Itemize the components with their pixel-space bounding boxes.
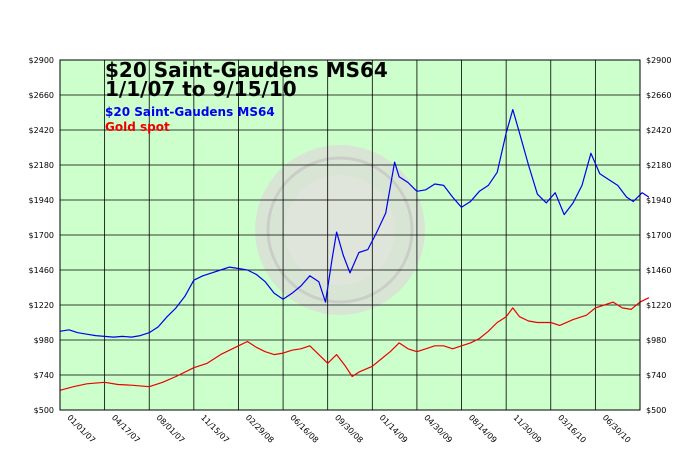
x-tick-label: 03/16/10 — [556, 413, 588, 445]
y-tick-label-right: $1460 — [646, 266, 671, 275]
y-tick-label-right: $500 — [646, 406, 666, 415]
chart-title: $20 Saint-Gaudens MS64 — [105, 58, 388, 82]
x-tick-label: 04/17/07 — [110, 413, 142, 445]
y-tick-label: $2420 — [29, 126, 54, 135]
y-tick-label: $500 — [34, 406, 54, 415]
y-tick-label: $980 — [34, 336, 54, 345]
y-tick-label-right: $980 — [646, 336, 666, 345]
x-tick-label: 01/14/09 — [378, 413, 410, 445]
y-tick-label: $1220 — [29, 301, 54, 310]
x-tick-label: 11/15/07 — [199, 413, 231, 445]
y-tick-label-right: $1220 — [646, 301, 671, 310]
y-tick-label-right: $2660 — [646, 91, 671, 100]
y-tick-label-right: $1700 — [646, 231, 671, 240]
legend-entry-gold-spot: Gold spot — [105, 120, 170, 134]
series-line-saint-gaudens — [59, 109, 650, 338]
x-tick-label: 04/30/09 — [422, 413, 454, 445]
y-tick-label-right: $740 — [646, 371, 666, 380]
y-tick-label: $2660 — [29, 91, 54, 100]
y-tick-label-right: $1940 — [646, 196, 671, 205]
x-tick-label: 08/01/07 — [155, 413, 187, 445]
plot-border — [59, 59, 641, 411]
x-tick-label: 01/01/07 — [65, 413, 97, 445]
y-tick-label-right: $2180 — [646, 161, 671, 170]
y-axis-left: $500 $740 $980 $1220 $1460 $1700 $1940 $2180 $24… — [29, 56, 54, 415]
x-tick-label: 02/29/08 — [244, 413, 276, 445]
y-tick-label: $1700 — [29, 231, 54, 240]
y-tick-label: $2180 — [29, 161, 54, 170]
y-tick-label: $2900 — [29, 56, 54, 65]
x-tick-label: 06/16/08 — [288, 413, 320, 445]
y-axis-right: $500 $740 $980 $1220 $1460 $1700 $1940 $2180 $24… — [646, 56, 671, 415]
y-tick-label: $740 — [34, 371, 54, 380]
legend-entry-saint-gaudens: $20 Saint-Gaudens MS64 — [105, 105, 275, 119]
x-axis: 01/01/07 04/17/07 08/01/07 11/15/07 02/29/08… — [65, 413, 632, 445]
x-tick-label: 06/30/10 — [601, 413, 633, 445]
x-tick-label: 08/14/09 — [467, 413, 499, 445]
series-line-gold-spot — [59, 297, 650, 391]
y-tick-label-right: $2900 — [646, 56, 671, 65]
chart-subtitle: 1/1/07 to 9/15/10 — [105, 77, 297, 101]
x-tick-label: 11/30/09 — [511, 413, 543, 445]
coin-watermark — [255, 145, 425, 315]
x-tick-label: 09/30/08 — [333, 413, 365, 445]
y-tick-label-right: $2420 — [646, 126, 671, 135]
y-tick-label: $1940 — [29, 196, 54, 205]
y-tick-label: $1460 — [29, 266, 54, 275]
series-lines — [59, 109, 650, 391]
